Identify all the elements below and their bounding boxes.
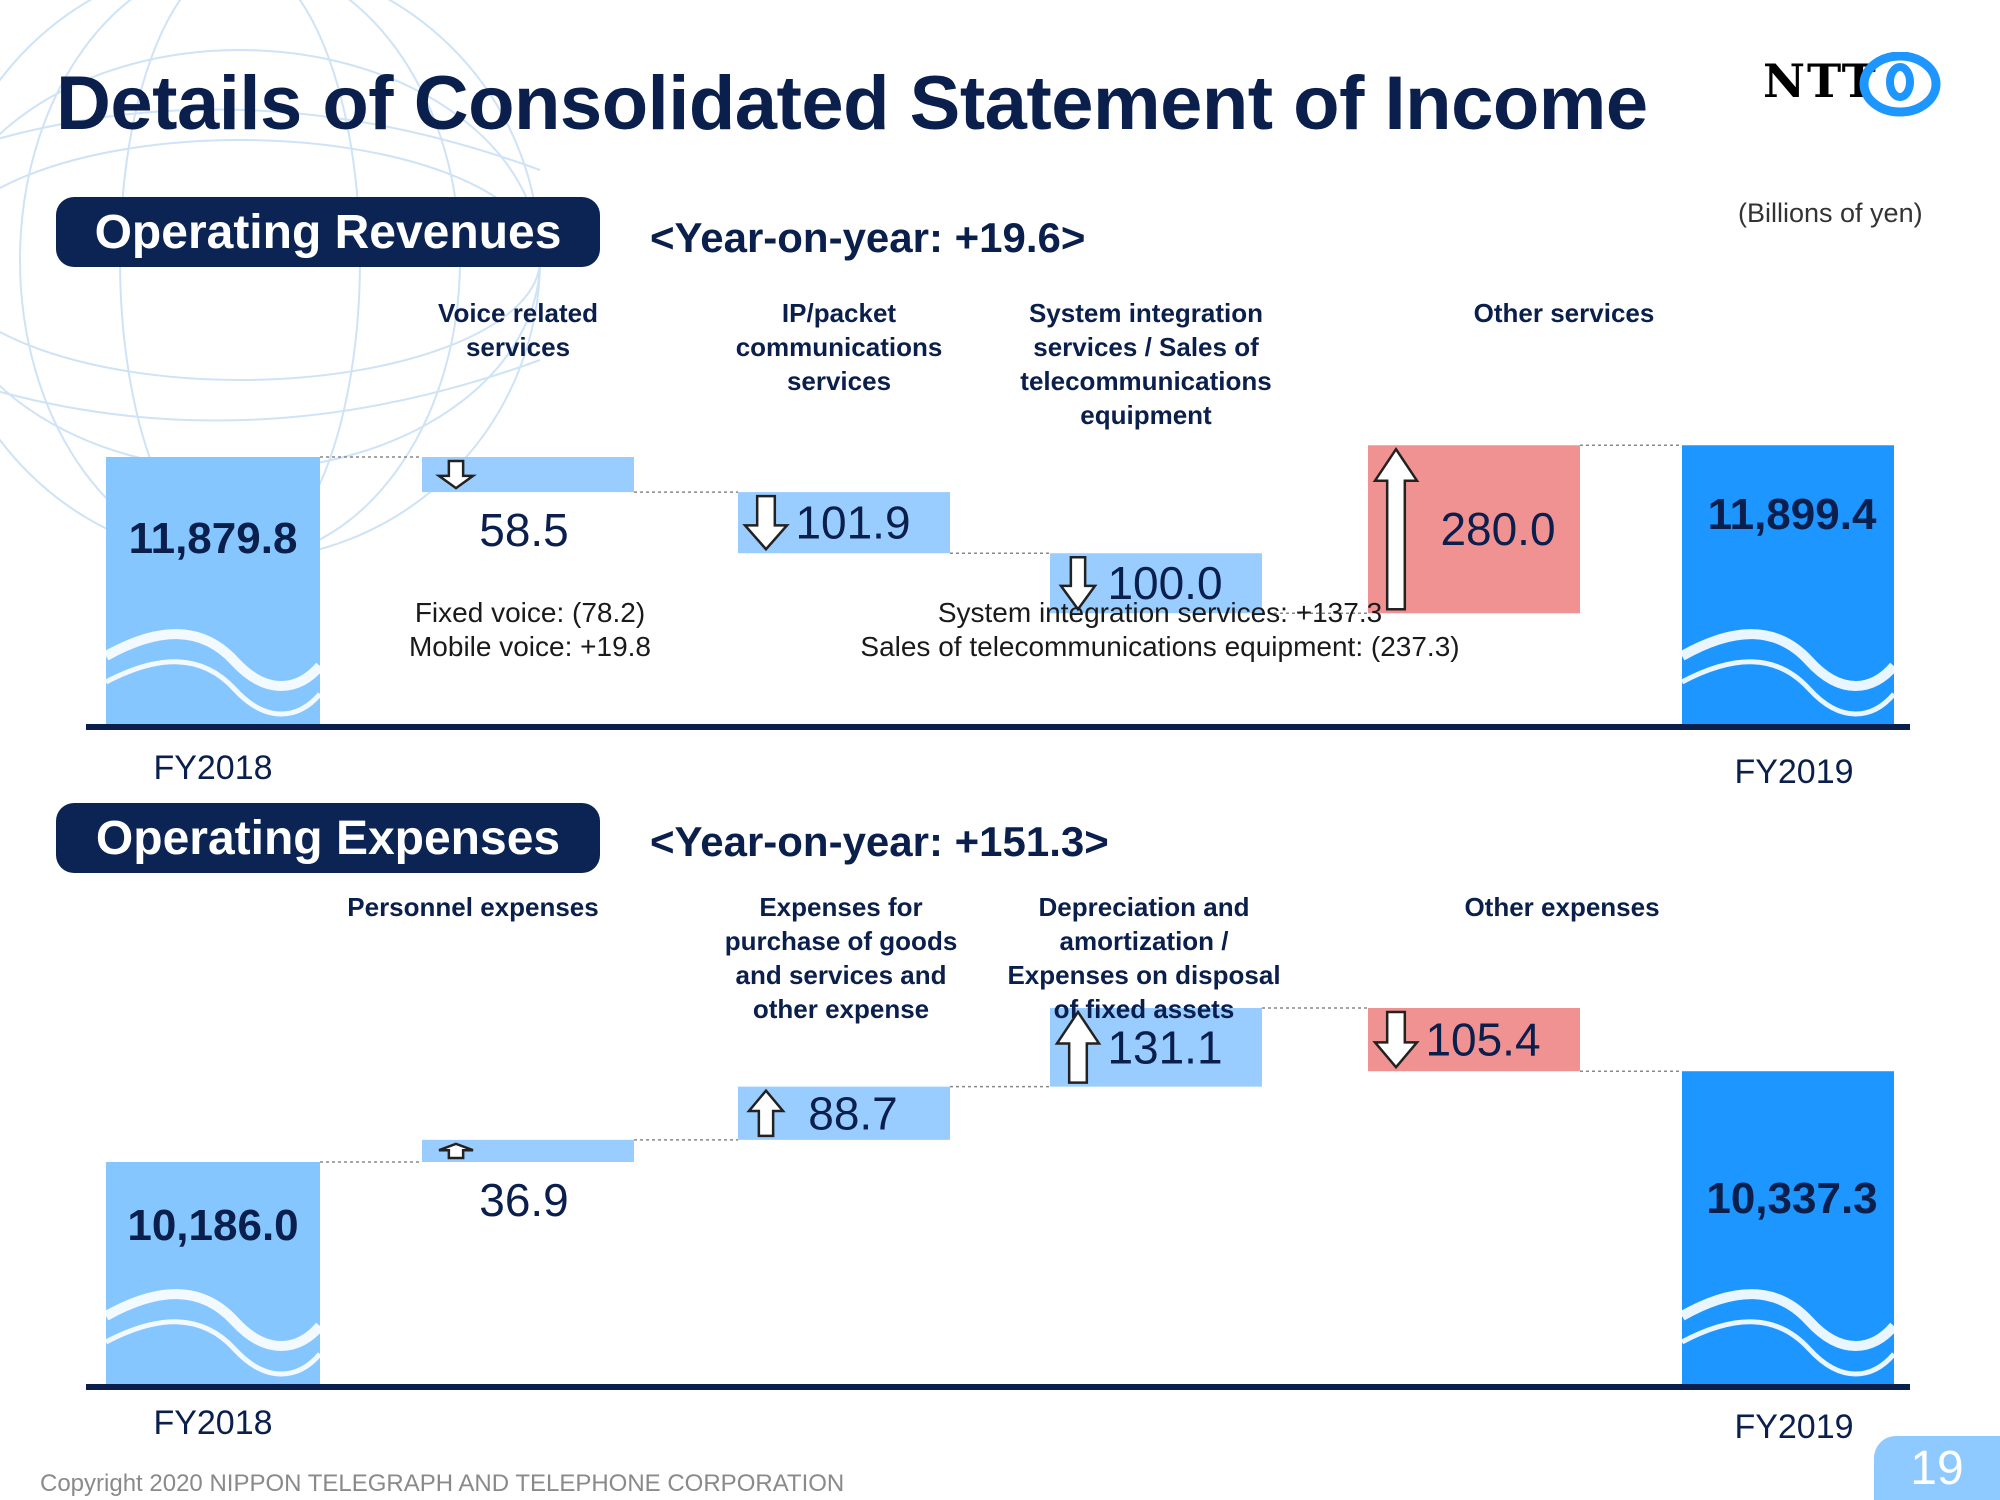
expenses-category-3-line-3: Expenses on disposal: [1007, 960, 1280, 990]
expenses-value-end: 10,337.3: [1706, 1174, 1877, 1223]
expenses-arrow-2-icon: [746, 1088, 786, 1138]
revenues-category-4-line-1: Other services: [1474, 298, 1655, 328]
expenses-arrow-4-icon: [1372, 1010, 1420, 1070]
revenues-value-start: 11,879.8: [129, 514, 298, 563]
revenues-note-1-line-1: Fixed voice: (78.2): [415, 597, 645, 628]
expenses-heading: Operating Expenses: [56, 803, 600, 873]
expenses-xlabel-start: FY2018: [153, 1404, 272, 1442]
revenues-yoy: <Year-on-year: +19.6>: [650, 214, 1086, 261]
expenses-waterfall-chart: 10,186.0 FY2018 36.9 Personnel expenses 88.7…: [86, 892, 1910, 1446]
expenses-arrow-1-icon: [438, 1142, 474, 1160]
ntt-logo-icon: [1859, 52, 1941, 117]
expenses-value-start: 10,186.0: [127, 1201, 298, 1250]
expenses-yoy: <Year-on-year: +151.3>: [650, 818, 1109, 865]
expenses-category-2-line-4: other expense: [753, 994, 929, 1024]
expenses-category-2-line-1: Expenses for: [759, 892, 922, 922]
page-number: 19: [1874, 1436, 2000, 1500]
revenues-category-3-line-2: services / Sales of: [1033, 332, 1259, 362]
expenses-category-3-line-2: amortization /: [1059, 926, 1228, 956]
revenues-xlabel-start: FY2018: [153, 749, 272, 787]
revenues-arrow-3-icon: [1058, 555, 1098, 612]
expenses-bar-step-1: [422, 1139, 634, 1162]
revenues-waterfall-chart: 11,879.8 FY2018 58.5 Voice related services 1…: [86, 298, 1910, 791]
revenues-heading: Operating Revenues: [56, 197, 600, 267]
revenues-note-2-line-1: System integration services: +137.3: [938, 597, 1382, 628]
revenues-note-2-line-2: Sales of telecommunications equipment: (…: [860, 631, 1459, 662]
expenses-category-1-line-1: Personnel expenses: [347, 892, 598, 922]
revenues-category-3-line-3: telecommunications: [1020, 366, 1271, 396]
revenues-start-wave-1: [103, 629, 324, 691]
expenses-xlabel-end: FY2019: [1734, 1408, 1853, 1446]
revenues-arrow-2-icon: [742, 494, 790, 552]
units-label: (Billions of yen): [1738, 198, 1923, 228]
revenues-xlabel-end: FY2019: [1734, 753, 1853, 791]
revenues-bar-end: [1682, 445, 1894, 724]
expenses-category-2-line-2: purchase of goods: [725, 926, 958, 956]
expenses-category-4-line-1: Other expenses: [1464, 892, 1659, 922]
expenses-category-3-line-4: of fixed assets: [1054, 994, 1235, 1024]
revenues-start-wave-2: [104, 659, 322, 717]
revenues-end-wave-1: [1679, 629, 1898, 691]
expenses-bar-start: [106, 1162, 320, 1384]
ntt-logo-text: NTT: [1763, 54, 1878, 108]
revenues-value-1: 58.5: [479, 504, 569, 556]
expenses-category-2-line-3: and services and: [736, 960, 947, 990]
expenses-value-1: 36.9: [479, 1174, 569, 1226]
expenses-value-3: 131.1: [1107, 1021, 1222, 1073]
revenues-value-end: 11,899.4: [1708, 490, 1877, 539]
revenues-category-3-line-4: equipment: [1080, 400, 1212, 430]
revenues-category-2-line-1: IP/packet: [782, 298, 897, 328]
expenses-end-wave-1: [1679, 1289, 1898, 1351]
expenses-end-wave-2: [1680, 1319, 1896, 1377]
revenues-note-1-line-2: Mobile voice: +19.8: [409, 631, 651, 662]
revenues-value-4: 280.0: [1440, 503, 1555, 555]
revenues-bar-start: [106, 457, 320, 724]
revenues-value-3: 100.0: [1107, 557, 1222, 609]
expenses-category-3-line-1: Depreciation and: [1039, 892, 1250, 922]
expenses-value-2: 88.7: [808, 1087, 898, 1139]
page-title: Details of Consolidated Statement of Inc…: [56, 61, 1648, 146]
revenues-category-2-line-3: services: [787, 366, 891, 396]
revenues-category-1-line-2: services: [466, 332, 570, 362]
revenues-arrow-1-icon: [435, 459, 477, 490]
revenues-category-3-line-1: System integration: [1029, 298, 1263, 328]
revenues-value-2: 101.9: [795, 497, 910, 549]
expenses-start-wave-1: [103, 1289, 324, 1351]
copyright-footer: Copyright 2020 NIPPON TELEGRAPH AND TELE…: [40, 1470, 845, 1497]
revenues-category-2-line-2: communications: [736, 332, 943, 362]
expenses-start-wave-2: [104, 1319, 322, 1377]
revenues-end-wave-2: [1680, 659, 1896, 717]
expenses-bar-end: [1682, 1071, 1894, 1384]
revenues-category-1-line-1: Voice related: [438, 298, 598, 328]
revenues-arrow-4-icon: [1372, 446, 1420, 611]
expenses-value-4: 105.4: [1425, 1014, 1540, 1066]
expenses-arrow-3-icon: [1054, 1009, 1102, 1084]
